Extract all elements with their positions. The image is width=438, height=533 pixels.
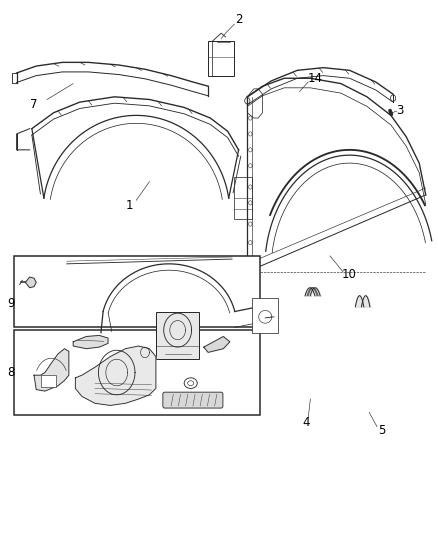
Text: 3: 3 [396,103,403,117]
Bar [41,375,56,387]
Bar [14,330,260,415]
FancyBboxPatch shape [163,392,223,408]
Text: 8: 8 [7,366,14,379]
Polygon shape [25,277,36,288]
Polygon shape [34,349,69,391]
Ellipse shape [391,95,396,101]
Text: 1: 1 [126,199,134,212]
Text: 10: 10 [342,268,357,281]
Bar [14,256,260,327]
Text: 14: 14 [307,72,322,85]
Text: 2: 2 [235,13,242,27]
Bar [252,298,278,333]
Text: 9: 9 [7,297,15,310]
Ellipse shape [187,381,194,385]
Ellipse shape [245,98,250,104]
Polygon shape [75,346,156,406]
Polygon shape [204,336,230,352]
Polygon shape [73,335,108,349]
Ellipse shape [184,378,197,389]
Text: 5: 5 [378,424,386,438]
Text: 4: 4 [302,416,310,430]
Text: 7: 7 [30,98,38,111]
Bar [156,312,199,359]
Bar [208,41,234,76]
Bar [234,177,252,220]
